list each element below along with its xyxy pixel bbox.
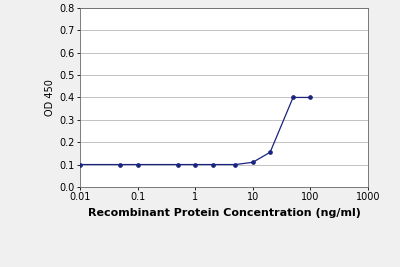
- Y-axis label: OD 450: OD 450: [45, 79, 55, 116]
- X-axis label: Recombinant Protein Concentration (ng/ml): Recombinant Protein Concentration (ng/ml…: [88, 208, 360, 218]
